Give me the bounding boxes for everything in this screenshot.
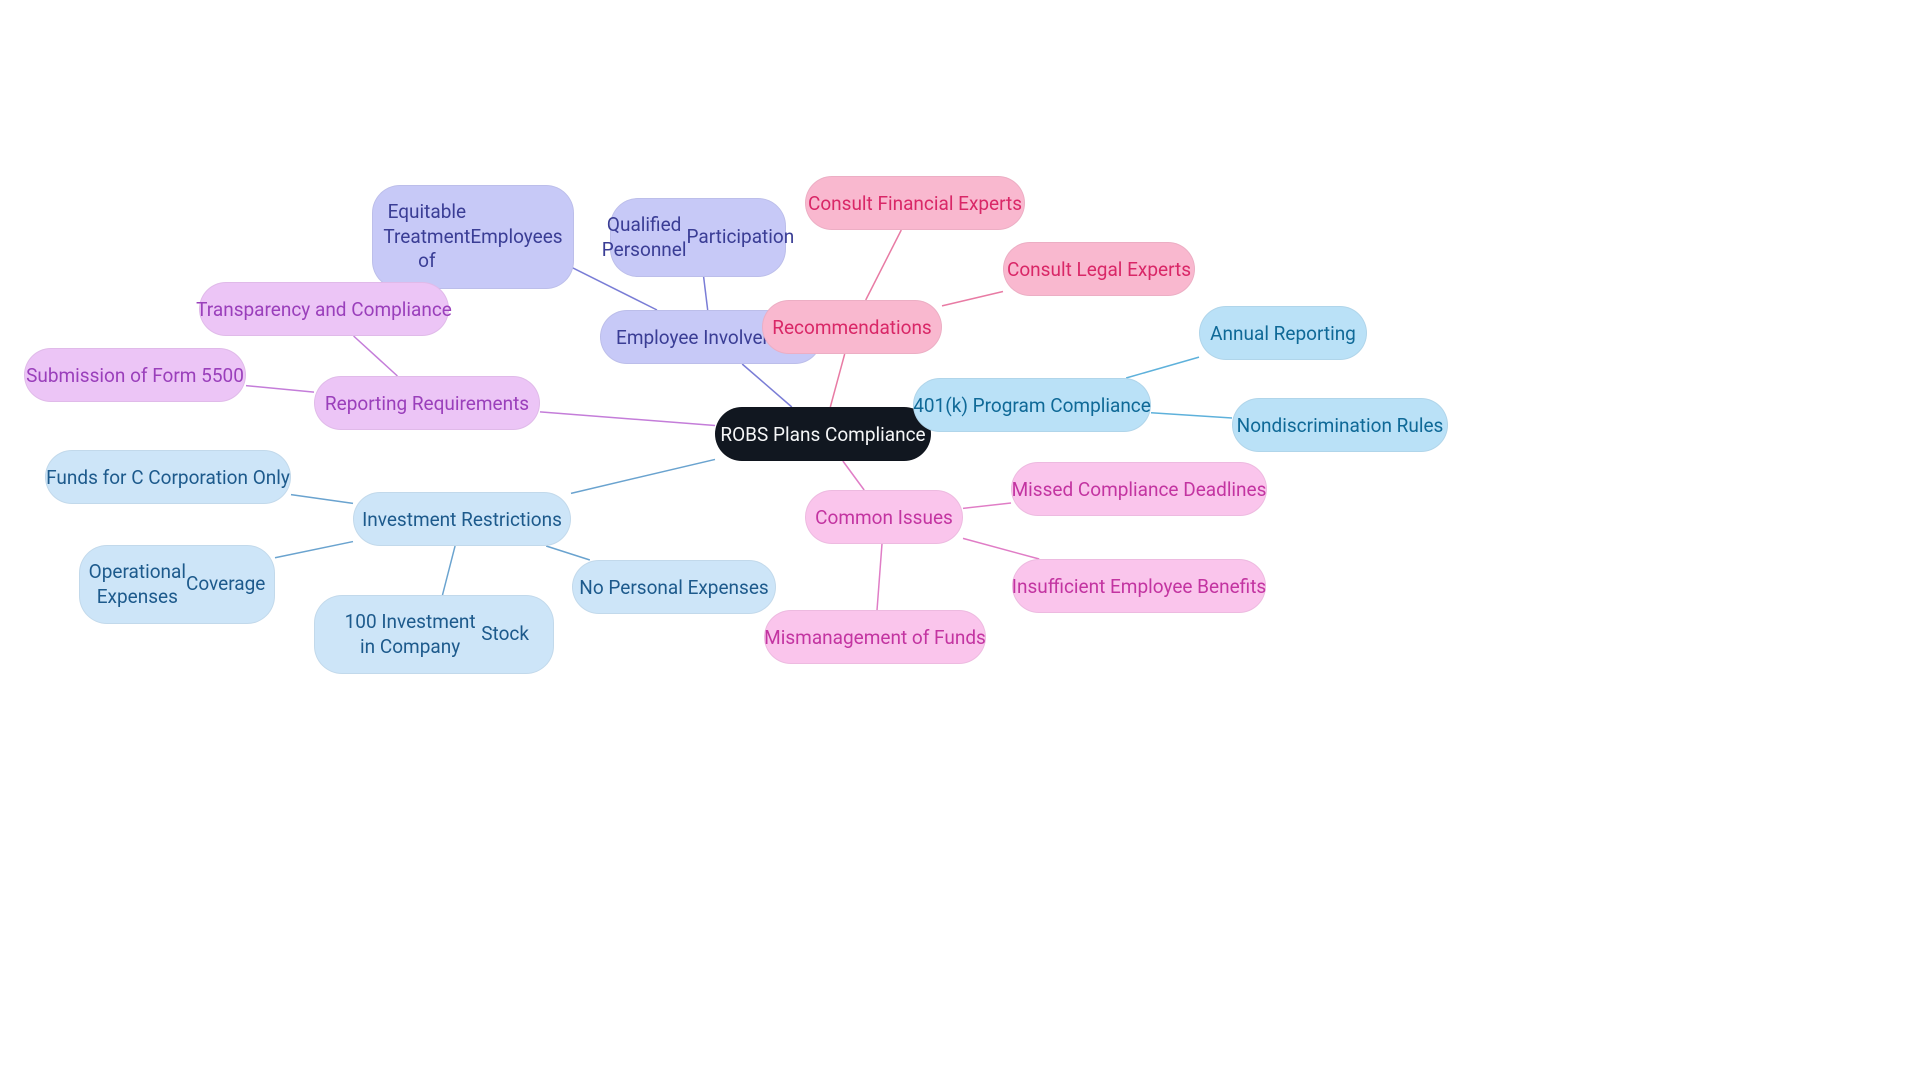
edge-common-mismanage	[877, 544, 882, 610]
node-annual-rep: Annual Reporting	[1199, 306, 1367, 360]
edge-reporting-transparency	[354, 336, 398, 376]
node-qual-pers: Qualified PersonnelParticipation	[610, 198, 786, 277]
edge-inv-rest-op-exp	[275, 542, 353, 558]
node-nondisc: Nondiscrimination Rules	[1232, 398, 1448, 452]
edge-root-inv-rest	[571, 459, 715, 493]
edge-root-reporting	[540, 412, 715, 426]
node-equitable: Equitable Treatment ofEmployees	[372, 185, 574, 289]
edge-reporting-form5500	[246, 386, 314, 393]
node-stock: 100 Investment in CompanyStock	[314, 595, 554, 674]
node-c-corp: Funds for C Corporation Only	[45, 450, 291, 504]
node-no-personal: No Personal Expenses	[572, 560, 776, 614]
node-common: Common Issues	[805, 490, 963, 544]
edge-inv-rest-stock	[442, 546, 455, 595]
node-401k: 401(k) Program Compliance	[913, 378, 1151, 432]
edge-root-reco	[830, 354, 844, 407]
edge-root-emp-inv	[742, 364, 792, 407]
edge-reco-fin-exp	[866, 230, 902, 300]
node-op-exp: Operational ExpensesCoverage	[79, 545, 275, 624]
node-mismanage: Mismanagement of Funds	[764, 610, 986, 664]
node-insufficient: Insufficient Employee Benefits	[1012, 559, 1266, 613]
node-reporting: Reporting Requirements	[314, 376, 540, 430]
edge-401k-annual-rep	[1126, 357, 1199, 378]
edge-root-common	[843, 461, 864, 490]
edge-reco-legal-exp	[942, 292, 1003, 306]
edge-inv-rest-c-corp	[291, 495, 353, 504]
edge-common-missed	[963, 503, 1011, 508]
node-transparency: Transparency and Compliance	[199, 282, 449, 336]
node-missed: Missed Compliance Deadlines	[1011, 462, 1267, 516]
edge-401k-nondisc	[1151, 413, 1232, 418]
edge-inv-rest-no-personal	[546, 546, 590, 560]
edge-common-insufficient	[963, 538, 1039, 559]
node-inv-rest: Investment Restrictions	[353, 492, 571, 546]
node-fin-exp: Consult Financial Experts	[805, 176, 1025, 230]
edge-layer	[0, 0, 1920, 1083]
node-root: ROBS Plans Compliance	[715, 407, 931, 461]
node-form5500: Submission of Form 5500	[24, 348, 246, 402]
node-reco: Recommendations	[762, 300, 942, 354]
node-legal-exp: Consult Legal Experts	[1003, 242, 1195, 296]
